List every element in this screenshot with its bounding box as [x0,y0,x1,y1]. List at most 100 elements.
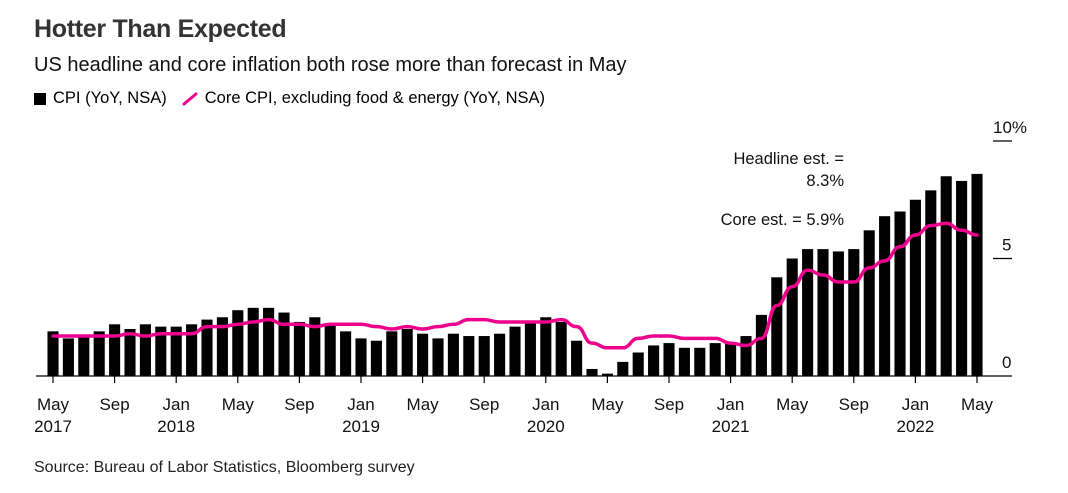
cpi-bars [47,173,983,376]
cpi-bar [817,249,829,376]
cpi-bar [540,317,552,376]
cpi-bar [601,373,613,376]
x-tick-year-label: 2021 [712,417,750,436]
cpi-bar [771,277,783,376]
legend-item-core-cpi: Core CPI, excluding food & energy (YoY, … [181,89,545,108]
cpi-bar [386,331,398,376]
cpi-bar [155,326,167,376]
y-tick-label: 10% [993,118,1027,137]
cpi-bar [109,324,121,376]
cpi-bar [755,314,767,376]
cpi-bar [648,345,660,376]
chart-subtitle: US headline and core inflation both rose… [34,54,627,76]
annotation-headline-est-line2: 8.3% [806,172,844,190]
x-tick-label: Jan [532,395,559,414]
cpi-bar [509,326,521,376]
cpi-bar [309,317,321,376]
cpi-bar [417,333,429,376]
cpi-bar [848,249,860,376]
cpi-bar [971,173,983,376]
x-tick-label: May [591,395,624,414]
cpi-bar [832,251,844,376]
cpi-bar [940,176,952,376]
cpi-bar [78,336,90,376]
x-tick-label: May [407,395,440,414]
source-note: Source: Bureau of Labor Statistics, Bloo… [34,459,415,476]
cpi-bar [186,324,198,376]
cpi-bar [278,312,290,376]
x-tick-label: Sep [839,395,869,414]
cpi-bar [571,340,583,376]
y-axis: 0 5 10% [993,118,1027,372]
cpi-bar [863,230,875,376]
cpi-bar [370,340,382,376]
cpi-bar [894,211,906,376]
cpi-bar [263,307,275,376]
x-tick-label: Jan [347,395,374,414]
cpi-bar [170,326,182,376]
x-tick-year-label: 2017 [34,417,72,436]
legend-label-cpi: CPI (YoY, NSA) [53,89,167,107]
x-tick-year-label: 2019 [342,417,380,436]
legend-item-cpi: CPI (YoY, NSA) [34,89,167,108]
cpi-bar [340,331,352,376]
y-tick-label: 5 [1002,236,1011,255]
y-tick-label: 0 [1002,353,1011,372]
cpi-bar [124,329,136,376]
cpi-bar [478,336,490,376]
x-tick-year-label: 2022 [896,417,934,436]
cpi-bar [879,216,891,376]
core-cpi-line [51,221,979,350]
cpi-bar [740,336,752,376]
x-tick-year-label: 2018 [157,417,195,436]
cpi-bar [678,347,690,376]
x-tick-label: May [222,395,255,414]
cpi-bar [432,338,444,376]
cpi-bar [617,361,629,376]
cpi-bar [93,331,105,376]
cpi-bar [324,324,336,376]
cpi-bar [463,336,475,376]
x-tick-label: Sep [284,395,314,414]
cpi-bar [139,324,151,376]
cpi-bar [925,190,937,376]
x-tick-label: Jan [162,395,189,414]
cpi-bar [586,368,598,376]
legend-swatch-line [182,92,198,105]
x-tick-label: Sep [99,395,129,414]
cpi-bar [247,307,259,376]
x-tick-label: Jan [717,395,744,414]
annotation-headline-est-line1: Headline est. = [733,150,844,168]
cpi-bar [786,258,798,376]
x-tick-year-label: 2020 [527,417,565,436]
cpi-bar [524,321,536,376]
chart-legend: CPI (YoY, NSA) Core CPI, excluding food … [34,89,559,108]
x-axis: May 2017 Sep Jan 2018 May Sep Jan 2019 May Sep Jan 2… [34,376,994,436]
legend-swatch-bar [34,92,46,105]
cpi-bar [956,180,968,376]
x-tick-label: Sep [654,395,684,414]
x-tick-label: May [37,395,70,414]
cpi-bar [62,338,74,376]
x-tick-label: May [776,395,809,414]
cpi-bar [725,343,737,376]
cpi-bar [494,333,506,376]
cpi-bar [355,338,367,376]
cpi-bar [401,329,413,376]
cpi-bar [663,343,675,376]
cpi-bar [293,321,305,376]
cpi-bar [555,321,567,376]
x-tick-label: Jan [902,395,929,414]
cpi-bar [447,333,459,376]
cpi-bar [216,317,228,376]
chart-title: Hotter Than Expected [34,15,287,43]
cpi-bar [909,199,921,376]
x-tick-label: May [961,395,994,414]
cpi-bar [709,343,721,376]
annotation-core-est: Core est. = 5.9% [721,211,845,229]
x-tick-label: Sep [469,395,499,414]
legend-label-core-cpi: Core CPI, excluding food & energy (YoY, … [204,89,546,107]
cpi-bar [694,347,706,376]
cpi-bar [232,310,244,376]
